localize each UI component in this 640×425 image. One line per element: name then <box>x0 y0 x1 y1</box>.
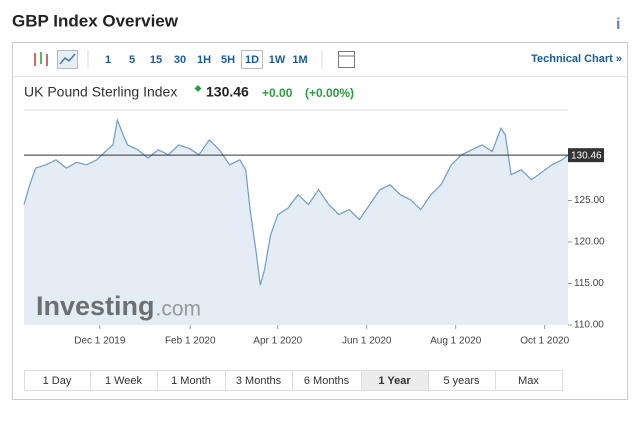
watermark-brand: Investing <box>36 291 155 321</box>
range-button[interactable]: Max <box>518 375 539 387</box>
interval-button[interactable]: 1 <box>105 54 111 66</box>
interval-buttons: 1 5 15 30 1H 5H 1D 1W 1M <box>105 50 308 69</box>
interval-button[interactable]: 15 <box>150 54 162 66</box>
range-button[interactable]: 1 Week <box>105 375 143 387</box>
range-button[interactable]: 1 Month <box>171 375 211 387</box>
widget-title: GBP Index Overview <box>12 11 179 30</box>
range-button[interactable]: 1 Day <box>43 375 72 387</box>
line-icon-glyph <box>59 53 76 65</box>
interval-button[interactable]: 1M <box>292 54 307 66</box>
price-line <box>23 117 569 286</box>
y-tick-label: 115.00 <box>574 278 604 289</box>
interval-button[interactable]: 1D <box>245 54 259 66</box>
x-tick-label: Apr 1 2020 <box>253 336 302 347</box>
candle-icon[interactable] <box>34 52 48 66</box>
x-tick-label: Oct 1 2020 <box>520 336 569 347</box>
interval-selected <box>241 50 263 69</box>
x-tick-label: Dec 1 2019 <box>74 336 126 347</box>
interval-button[interactable]: 5H <box>221 54 235 66</box>
quote-price: 130.46 <box>206 84 249 100</box>
interval-button[interactable]: 1H <box>197 54 211 66</box>
settings-icon[interactable] <box>338 51 355 68</box>
range-button[interactable]: 6 Months <box>304 375 350 387</box>
range-button[interactable]: 1 Year <box>378 375 411 387</box>
reference-label: 130.46 <box>571 150 602 161</box>
range-button[interactable]: 5 years <box>443 375 480 387</box>
y-tick-label: 125.00 <box>574 195 605 206</box>
info-icon[interactable]: i <box>616 16 620 33</box>
interval-button[interactable]: 30 <box>174 54 186 66</box>
y-tick-label: 110.00 <box>574 320 604 331</box>
interval-button[interactable]: 1W <box>269 54 286 66</box>
x-tick-label: Jun 1 2020 <box>342 336 392 347</box>
x-tick-label: Aug 1 2020 <box>430 336 482 347</box>
area-fill <box>24 120 568 325</box>
interval-button[interactable]: 5 <box>129 54 135 66</box>
panel <box>12 42 628 400</box>
range-buttons: 1 Day 1 Week 1 Month 3 Months 6 Months 1 Year… <box>24 370 563 391</box>
technical-chart-link[interactable]: Technical Chart » <box>531 53 622 65</box>
range-button[interactable]: 3 Months <box>236 375 282 387</box>
up-diamond <box>194 85 202 92</box>
plot: 110.00 115.00 120.00 125.00 Dec 1 2019 Feb 1 … <box>23 109 605 347</box>
x-tick-label: Feb 1 2020 <box>165 336 216 347</box>
reference-label-box <box>568 148 604 163</box>
quote-name: UK Pound Sterling Index <box>24 84 177 100</box>
quote-change-pct: (+0.00%) <box>305 86 354 100</box>
quote-change: +0.00 <box>262 86 293 100</box>
watermark-suffix: .com <box>156 298 202 321</box>
range-button-box[interactable] <box>495 370 563 391</box>
y-tick-label: 120.00 <box>574 237 605 248</box>
